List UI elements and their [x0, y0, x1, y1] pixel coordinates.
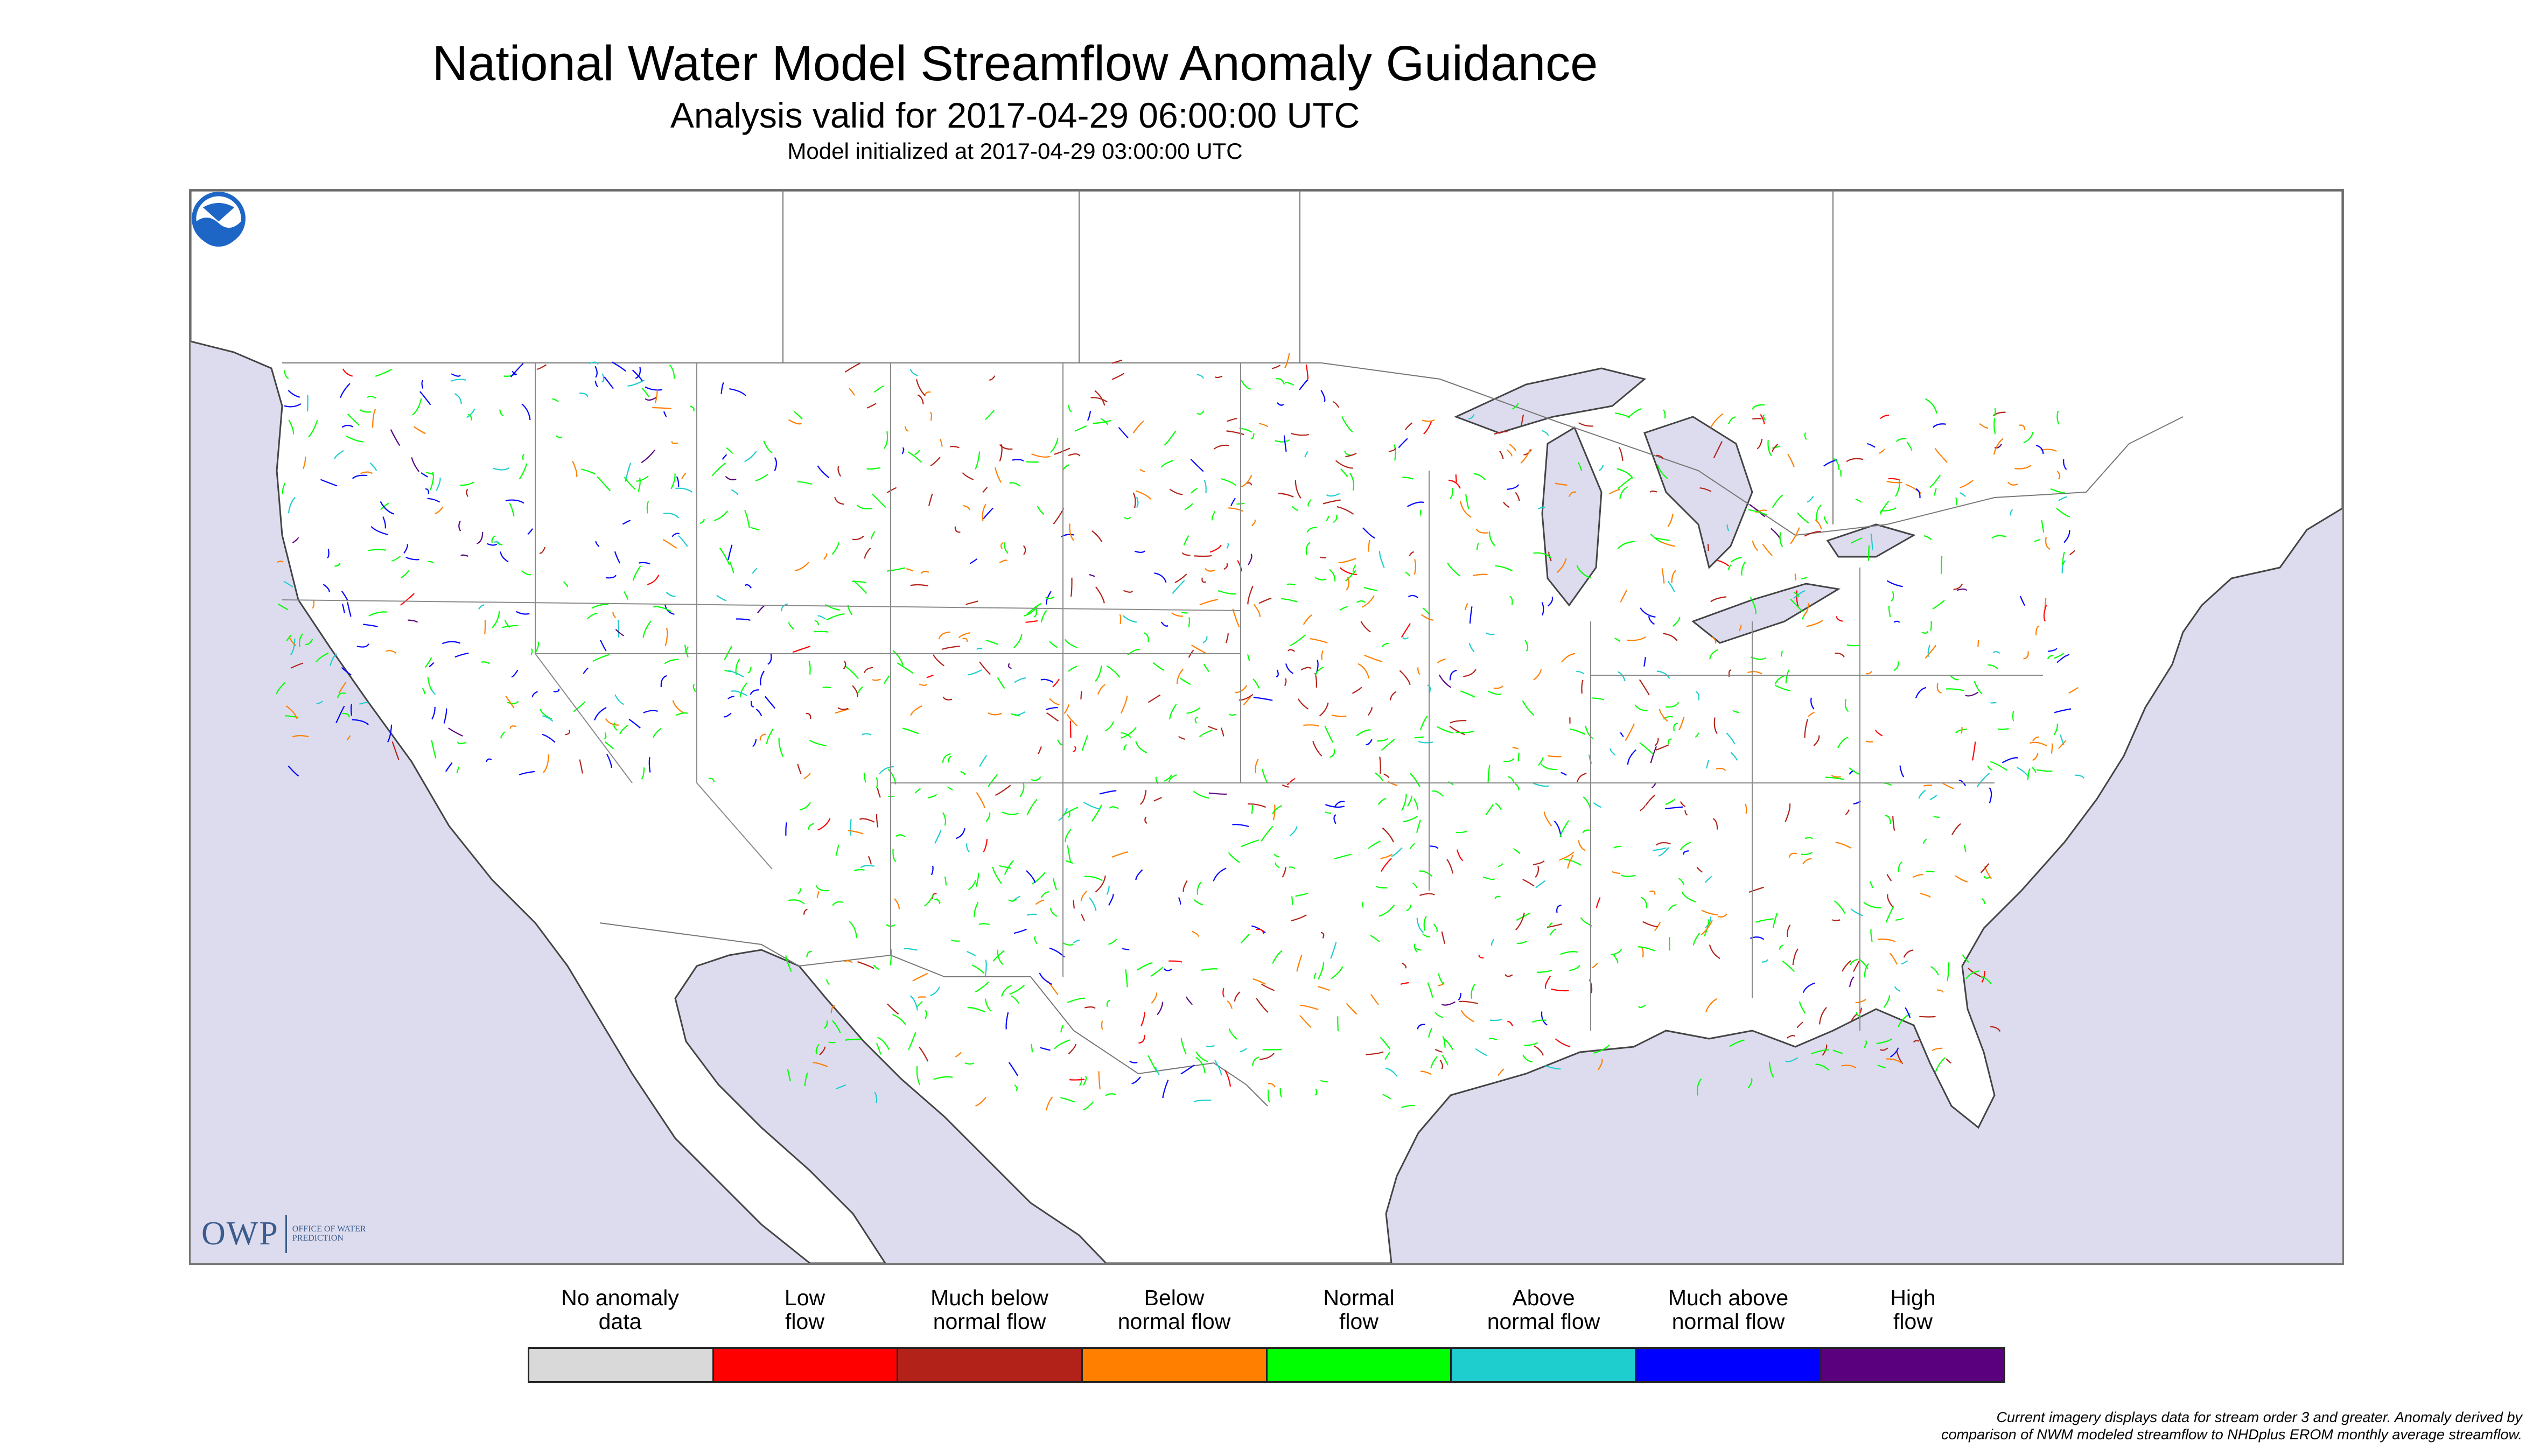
legend-swatch-7 — [1821, 1349, 2004, 1381]
footnote-line-1: Current imagery displays data for stream… — [1996, 1409, 2522, 1425]
legend-color-bar — [528, 1347, 2005, 1383]
legend-label-1: Low flow — [784, 1285, 825, 1334]
owp-logo-mark: OWP — [201, 1214, 287, 1253]
legend-swatch-0 — [529, 1349, 714, 1381]
legend-label-5: Above normal flow — [1487, 1285, 1600, 1334]
legend-label-4: Normal flow — [1323, 1285, 1395, 1334]
model-initialized-label: Model initialized at 2017-04-29 03:00:00… — [787, 138, 1243, 164]
svg-text:NOAA: NOAA — [212, 199, 226, 204]
north-america-land — [191, 191, 2342, 1263]
legend-label-7: High flow — [1890, 1285, 1936, 1334]
footnote-line-2: comparison of NWM modeled streamflow to … — [1941, 1426, 2522, 1443]
owp-logo: OWP Office of Water Prediction — [201, 1209, 368, 1258]
legend-swatch-5 — [1452, 1349, 1636, 1381]
legend-label-2: Much below normal flow — [930, 1285, 1048, 1334]
noaa-logo-icon: NOAA — [192, 192, 246, 247]
legend-label-6: Much above normal flow — [1668, 1285, 1789, 1334]
map-subtitle: Analysis valid for 2017-04-29 06:00:00 U… — [670, 95, 1360, 135]
legend-swatch-1 — [713, 1349, 899, 1381]
flow-legend: No anomaly data Low flow Much below normal… — [528, 1286, 2005, 1383]
legend-label-3: Below normal flow — [1117, 1285, 1231, 1334]
great-lakes — [1454, 367, 1916, 644]
river-network — [276, 353, 2085, 1111]
legend-swatch-4 — [1267, 1349, 1452, 1381]
footnote: Current imagery displays data for stream… — [1941, 1409, 2522, 1443]
legend-swatch-3 — [1082, 1349, 1268, 1381]
map-title: National Water Model Streamflow Anomaly … — [432, 36, 1598, 91]
map-canvas — [191, 191, 2342, 1263]
legend-labels: No anomaly data Low flow Much below normal… — [528, 1286, 2005, 1333]
legend-swatch-2 — [898, 1349, 1083, 1381]
legend-swatch-6 — [1636, 1349, 1821, 1381]
owp-logo-text: Office of Water Prediction — [292, 1224, 366, 1243]
streamflow-map[interactable]: OWP Office of Water Prediction NOAA — [189, 189, 2344, 1265]
legend-label-0: No anomaly data — [561, 1285, 679, 1334]
state-boundaries — [282, 363, 2043, 1031]
